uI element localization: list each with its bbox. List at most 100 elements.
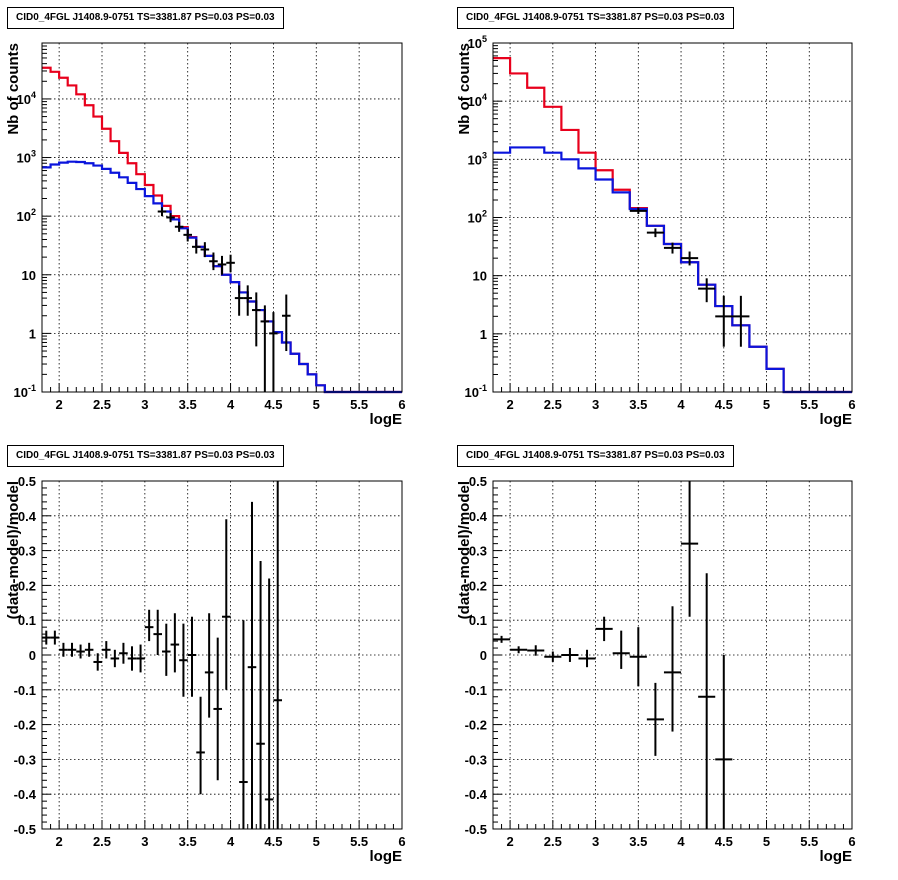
y-tick-label: 0.5	[469, 474, 487, 489]
y-tick-label: 1	[29, 326, 36, 341]
y-tick-label: 10-1	[14, 383, 36, 400]
data-point	[102, 641, 111, 659]
x-tick-label: 2.5	[544, 397, 562, 412]
x-tick-label: 3.5	[629, 397, 647, 412]
data-point	[264, 578, 274, 829]
x-tick-label: 5.5	[350, 397, 368, 412]
data-point	[187, 616, 197, 697]
y-tick-label: -0.5	[14, 822, 36, 837]
x-tick-label: 4	[677, 834, 685, 849]
x-tick-label: 2	[56, 397, 63, 412]
data-point	[273, 481, 282, 829]
data-point	[144, 609, 154, 642]
y-tick-label: 10-1	[465, 383, 487, 400]
data-point	[715, 655, 733, 829]
x-tick-label: 6	[848, 834, 855, 849]
y-tick-label: 103	[468, 150, 487, 167]
data-point	[119, 642, 128, 664]
x-axis-label: logE	[370, 848, 403, 865]
y-tick-label: -0.5	[465, 822, 487, 837]
x-tick-label: 3.5	[179, 834, 197, 849]
x-tick-label: 6	[398, 834, 405, 849]
y-tick-label: -0.4	[14, 787, 37, 802]
x-tick-label: 6	[398, 397, 405, 412]
data-point	[127, 646, 137, 671]
y-tick-label: 102	[468, 209, 487, 226]
data-point	[612, 630, 630, 669]
x-tick-label: 5.5	[350, 834, 368, 849]
y-tick-label: 0.2	[18, 578, 36, 593]
data-point	[732, 295, 750, 347]
x-tick-label: 3	[141, 397, 148, 412]
y-tick-label: 10	[473, 269, 487, 284]
data-point	[282, 294, 291, 352]
y-tick-label: 0.1	[18, 613, 36, 628]
data-point	[200, 242, 210, 258]
chart-panel-4: 2 2.5 3 3.5 4 4.5 5 5.5 6 -0.5 -0.4 -0.3 -0.2 -0.1 0 0.…	[456, 474, 856, 865]
x-tick-label: 4	[677, 397, 685, 412]
data-point	[663, 242, 682, 254]
y-tick-label: 0.3	[18, 544, 36, 559]
data-point	[527, 645, 545, 656]
x-tick-label: 2.5	[93, 834, 111, 849]
data-point	[629, 627, 647, 687]
data-point	[243, 285, 252, 316]
chart-panel-2: 2 2.5 3 3.5 4 4.5 5 5.5 6 10-1 1 10 102 103 104 105 logE…	[456, 34, 856, 428]
x-tick-label: 2	[506, 397, 513, 412]
data-point	[217, 255, 227, 275]
x-tick-label: 5.5	[800, 397, 818, 412]
data-point	[179, 623, 188, 697]
x-tick-label: 3	[141, 834, 148, 849]
data-point	[646, 228, 664, 238]
series-line-2	[493, 146, 852, 394]
data-point	[42, 630, 51, 645]
x-axis-label: logE	[820, 848, 853, 865]
x-tick-label: 2.5	[544, 834, 562, 849]
y-tick-label: 0.5	[18, 474, 36, 489]
y-tick-label: 104	[17, 90, 36, 107]
x-tick-label: 5	[763, 834, 770, 849]
data-point	[239, 620, 248, 829]
y-tick-label: 0	[29, 648, 36, 663]
x-tick-label: 3	[592, 834, 599, 849]
plot-frame	[41, 480, 403, 830]
data-point	[252, 292, 261, 347]
series-line-1	[493, 57, 852, 394]
data-point	[256, 561, 265, 829]
data-point	[153, 609, 162, 655]
data-point	[204, 613, 214, 718]
data-point	[681, 481, 699, 617]
y-tick-label: 105	[468, 34, 487, 51]
data-point	[110, 649, 120, 668]
x-tick-label: 2.5	[93, 397, 111, 412]
x-tick-label: 5.5	[800, 834, 818, 849]
y-tick-label: 103	[17, 149, 36, 166]
data-point	[698, 278, 716, 303]
y-tick-label: 0.3	[469, 544, 487, 559]
panel-title-1: CID0_4FGL J1408.9-0751 TS=3381.87 PS=0.0…	[7, 7, 284, 29]
plot-frame	[492, 42, 853, 393]
chart-panel-3: 2 2.5 3 3.5 4 4.5 5 5.5 6 -0.5 -0.4 -0.3 -0.2 -0.1 0 0.…	[5, 474, 406, 865]
data-point	[174, 221, 184, 232]
data-point	[196, 696, 205, 795]
y-tick-label: -0.2	[14, 718, 36, 733]
y-tick-label: 0.1	[469, 613, 487, 628]
x-tick-label: 3	[592, 397, 599, 412]
x-tick-label: 3.5	[179, 397, 197, 412]
panel-title-4: CID0_4FGL J1408.9-0751 TS=3381.87 PS=0.0…	[457, 445, 734, 467]
x-tick-label: 3.5	[629, 834, 647, 849]
y-tick-label: 102	[17, 207, 36, 224]
data-point	[269, 312, 278, 392]
plot-frame	[492, 480, 853, 830]
x-tick-label: 4	[227, 397, 235, 412]
x-tick-label: 4.5	[715, 834, 733, 849]
x-tick-label: 2	[506, 834, 513, 849]
data-point	[561, 648, 579, 662]
data-point	[578, 649, 596, 668]
y-tick-label: 104	[468, 92, 487, 109]
data-point	[510, 646, 528, 654]
data-point	[93, 653, 102, 671]
panel-title-3: CID0_4FGL J1408.9-0751 TS=3381.87 PS=0.0…	[7, 445, 284, 467]
